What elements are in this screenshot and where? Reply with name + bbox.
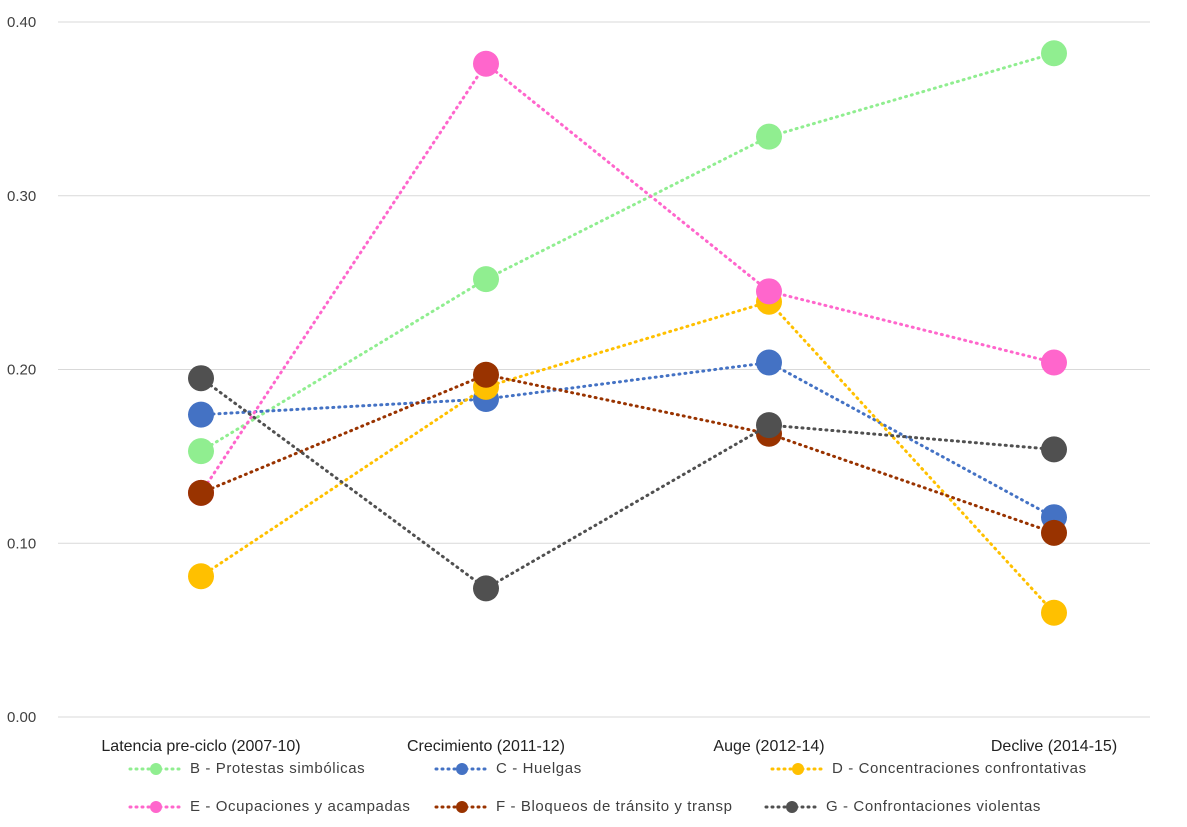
legend-item: G - Confrontaciones violentas — [762, 798, 1041, 815]
series-line — [199, 361, 1056, 519]
data-point — [756, 278, 782, 305]
data-point — [188, 401, 214, 428]
series-5 — [188, 365, 1067, 602]
legend-label: C - Huelgas — [496, 760, 582, 777]
legend-marker — [150, 762, 162, 775]
legend-marker — [150, 800, 162, 813]
data-point — [756, 123, 782, 150]
legend-item: D - Concentraciones confrontativas — [768, 760, 1087, 777]
data-point — [1041, 599, 1067, 626]
legend-swatch — [128, 762, 184, 775]
y-tick-label: 0.10 — [7, 535, 36, 552]
series-line — [199, 61, 1056, 495]
y-tick-label: 0.20 — [7, 362, 36, 379]
x-category-label: Declive (2014-15) — [991, 738, 1117, 755]
data-point — [188, 479, 214, 506]
legend-swatch — [434, 800, 490, 813]
legend-label: D - Concentraciones confrontativas — [832, 760, 1087, 777]
gridlines — [58, 21, 1150, 718]
data-point — [1041, 349, 1067, 376]
legend-label: F - Bloqueos de tránsito y transp — [496, 798, 733, 815]
series-2 — [188, 288, 1067, 626]
data-point — [473, 266, 499, 293]
y-tick-label: 0.30 — [7, 188, 36, 205]
data-point — [756, 412, 782, 439]
x-category-label: Latencia pre-ciclo (2007-10) — [101, 738, 300, 755]
legend-marker — [792, 762, 804, 775]
series-3 — [188, 50, 1067, 506]
legend-item: E - Ocupaciones y acampadas — [126, 798, 410, 815]
x-axis-category-labels: Latencia pre-ciclo (2007-10) Crecimiento … — [101, 738, 1117, 755]
series-4 — [188, 361, 1067, 546]
legend-swatch — [764, 800, 820, 813]
series-line — [199, 373, 1056, 535]
legend-swatch — [770, 762, 826, 775]
legend-marker — [456, 800, 468, 813]
x-category-label: Crecimiento (2011-12) — [407, 738, 565, 755]
y-tick-label: 0.00 — [7, 709, 36, 726]
data-point — [1041, 40, 1067, 67]
series-group — [188, 40, 1067, 626]
legend-item: F - Bloqueos de tránsito y transp — [432, 798, 733, 815]
data-point — [188, 438, 214, 465]
legend-label: E - Ocupaciones y acampadas — [190, 798, 411, 815]
series-line — [199, 51, 1056, 453]
x-category-label: Auge (2012-14) — [713, 738, 824, 755]
legend-marker — [456, 762, 468, 775]
data-point — [1041, 519, 1067, 546]
data-point — [473, 361, 499, 388]
legend-swatch — [128, 800, 184, 813]
data-point — [756, 349, 782, 376]
data-point — [188, 365, 214, 392]
series-line — [199, 376, 1056, 591]
legend-label: B - Protestas simbólicas — [190, 760, 366, 777]
legend-item: B - Protestas simbólicas — [126, 760, 365, 777]
series-0 — [188, 40, 1067, 465]
data-point — [1041, 436, 1067, 463]
data-point — [473, 50, 499, 77]
legend-swatch — [434, 762, 490, 775]
legend-marker — [786, 800, 798, 813]
series-line — [199, 300, 1056, 615]
legend-label: G - Confrontaciones violentas — [826, 798, 1041, 815]
data-point — [473, 575, 499, 602]
y-axis-tick-labels: 0.00 0.10 0.20 0.30 0.40 — [7, 14, 36, 726]
legend-item: C - Huelgas — [432, 760, 582, 777]
data-point — [188, 563, 214, 590]
y-tick-label: 0.40 — [7, 14, 36, 31]
